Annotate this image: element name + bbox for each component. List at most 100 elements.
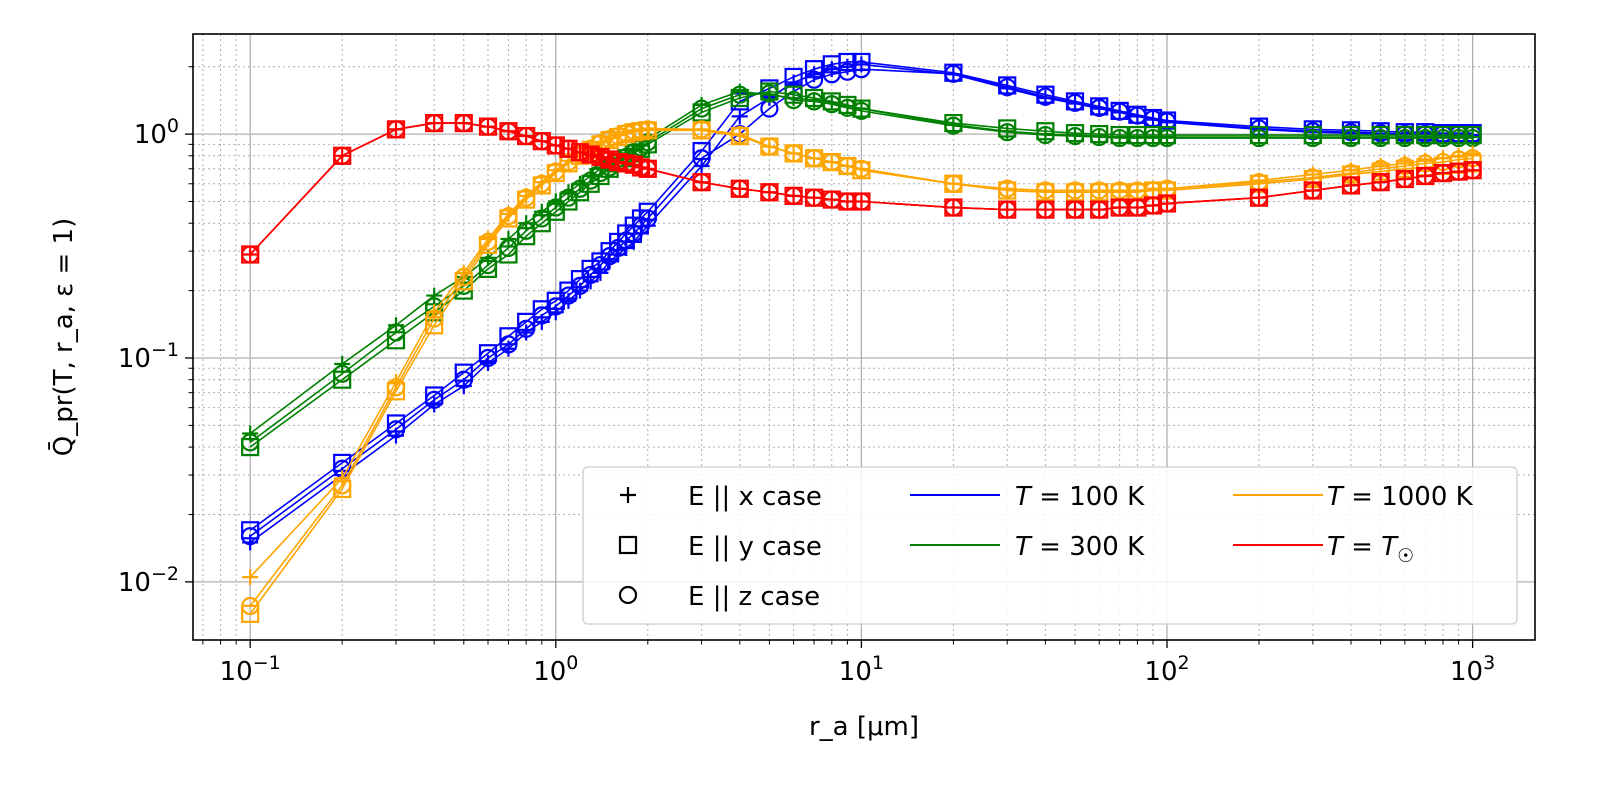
series-line [249,92,1473,443]
circle-marker [1449,162,1468,181]
circle-marker [804,92,824,111]
circle-marker [624,122,643,141]
circle-marker [1065,200,1085,219]
circle-marker [1110,128,1129,148]
circle-marker [333,364,352,383]
circle-marker [998,78,1017,97]
axis-ticks: 10−1 100 101 102 103 10−2 10−1 100 [118,66,1495,687]
circle-marker [499,335,518,354]
y-tick-label: 10−1 [118,339,179,374]
circle-marker [1036,200,1055,219]
square-marker [559,281,578,300]
plot-frame [192,33,1536,641]
series-t-t--z [241,113,1482,264]
circle-marker [692,173,711,192]
circle-marker [517,319,536,338]
y-tick-label: 10−2 [118,563,179,598]
circle-marker [1036,87,1055,106]
circle-marker [600,150,619,169]
circle-marker [478,255,498,275]
circle-marker [454,267,473,287]
circle-marker [692,99,711,118]
circle-marker [241,596,260,616]
circle-marker [838,62,857,81]
circle-marker [944,64,963,83]
legend-series-label: T = 300 K [1015,532,1145,562]
legend-label: E || z case [688,582,820,612]
legend: E || x case E || y case E || z case T = 100… [582,466,1518,625]
circle-marker [241,433,260,452]
circle-marker [944,116,963,135]
circle-marker [852,101,871,120]
circle-marker [454,370,473,389]
circle-marker [570,276,590,295]
circle-marker [838,156,857,176]
circle-marker [852,159,871,178]
circle-marker [517,221,536,240]
circle-marker [478,348,498,368]
circle-marker [532,174,551,193]
square-marker [570,270,590,289]
circle-marker [559,139,578,158]
circle-marker [631,121,651,140]
circle-marker [532,209,551,228]
circle-marker [1090,98,1109,117]
circle-marker [692,149,711,168]
series-layer [241,52,1482,623]
x-tick-label: 10−1 [220,652,281,687]
circle-marker [1065,93,1085,112]
circle-marker [804,188,824,207]
circle-marker [1416,128,1435,148]
plus-marker [620,487,636,503]
square-marker [425,386,444,405]
circle-marker [1110,102,1129,121]
circle-marker [241,527,260,546]
square-marker [517,227,536,246]
circle-marker [692,120,711,139]
circle-marker [1249,188,1269,207]
circle-marker [546,162,565,181]
circle-marker [499,122,518,141]
circle-marker [1449,128,1468,148]
circle-marker [570,143,590,162]
circle-marker [1157,128,1177,148]
circle-marker [1157,194,1177,213]
circle-marker [998,200,1017,219]
circle-marker [499,207,518,226]
circle-marker [1036,181,1055,200]
square-marker [784,67,803,87]
circle-marker [499,238,518,258]
plus-marker [731,108,748,125]
circle-marker [532,306,551,325]
legend-series-label: T = T☉ [1327,532,1414,567]
circle-marker [944,174,963,193]
circle-marker [1143,128,1163,148]
square-marker [618,535,638,555]
circle-marker [517,188,536,207]
circle-marker [1143,196,1163,215]
circle-marker [241,245,260,264]
y-tick-label: 100 [134,115,179,150]
circle-marker [386,323,406,342]
legend-box [582,466,1518,625]
circle-marker [631,158,651,177]
circle-marker [546,136,565,155]
circle-marker [386,378,406,397]
circle-marker [804,149,824,168]
circle-marker [425,390,444,409]
circle-marker [618,585,638,605]
circle-marker [1371,128,1390,148]
circle-marker [730,179,749,198]
circle-marker [852,192,871,211]
circle-marker [600,129,619,149]
circle-marker [1065,181,1085,200]
circle-marker [1395,128,1414,148]
circle-marker [546,297,565,316]
x-tick-label: 101 [839,652,884,687]
circle-marker [1065,126,1085,146]
circle-marker [517,126,536,146]
circle-marker [425,309,444,328]
series-line [249,68,1473,537]
square-marker [838,52,857,72]
circle-marker [1341,128,1361,148]
